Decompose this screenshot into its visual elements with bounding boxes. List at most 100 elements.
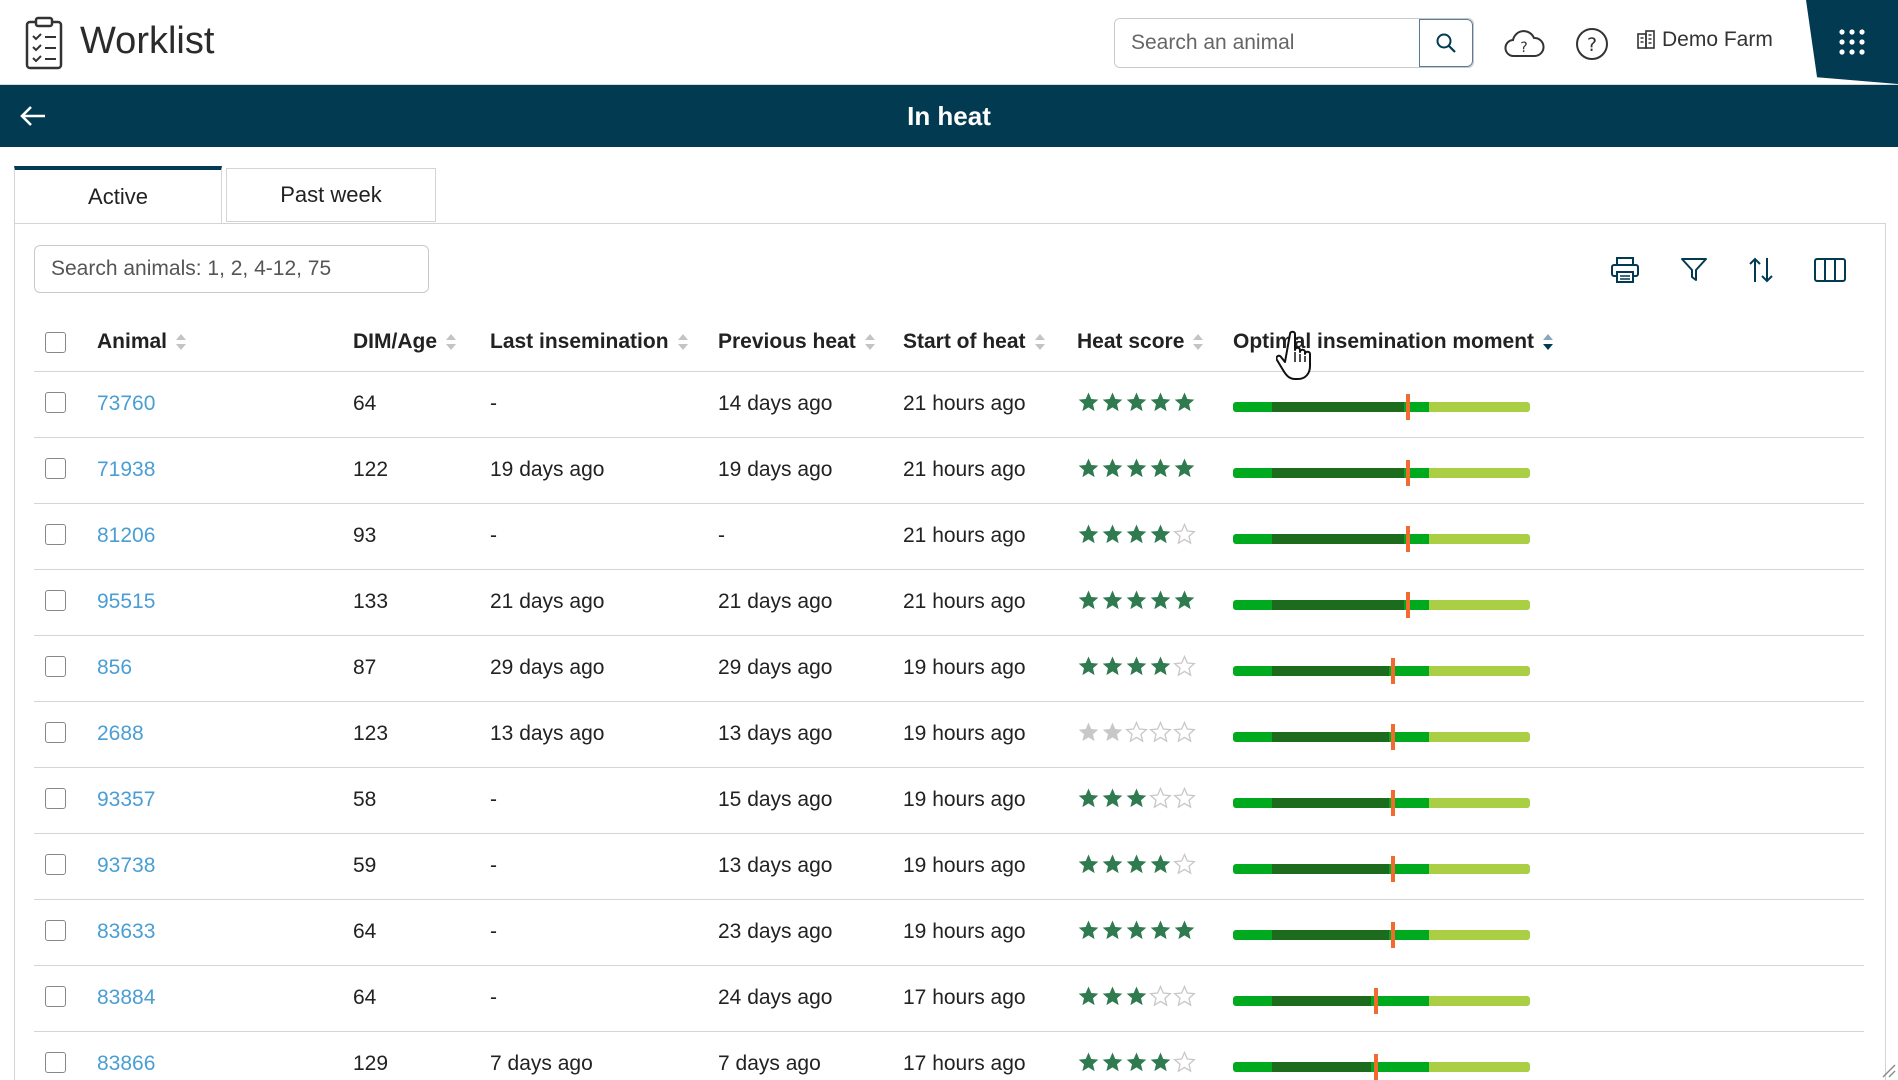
tab-active[interactable]: Active [14, 166, 222, 224]
apps-menu-button[interactable] [1806, 0, 1898, 84]
column-label: Optimal insemination moment [1233, 330, 1535, 353]
column-header-heat-score[interactable]: Heat score [1077, 330, 1204, 354]
row-checkbox[interactable] [45, 590, 66, 611]
resize-handle-icon[interactable] [1878, 1060, 1896, 1078]
print-button[interactable] [1605, 250, 1645, 290]
animal-id-link[interactable]: 2688 [97, 722, 144, 745]
row-checkbox[interactable] [45, 458, 66, 479]
animal-id-link[interactable]: 83884 [97, 986, 156, 1009]
table-header: Animal DIM/Age Last insemination Previou… [34, 314, 1864, 372]
animal-id-link[interactable]: 73760 [97, 392, 156, 415]
bar-segment [1272, 864, 1389, 874]
star-filled-icon [1078, 788, 1099, 808]
current-moment-marker [1391, 658, 1395, 684]
previous-heat-cell: 29 days ago [718, 656, 833, 679]
row-checkbox[interactable] [45, 788, 66, 809]
bar-segment [1233, 1062, 1272, 1072]
heat-score-stars [1077, 1051, 1196, 1074]
bar-segment [1389, 732, 1429, 742]
farm-selector[interactable]: Demo Farm [1636, 28, 1773, 52]
dim-age-cell: 93 [353, 524, 377, 547]
bar-segment [1233, 798, 1272, 808]
last-insemination-cell: - [490, 854, 497, 877]
animal-id-link[interactable]: 71938 [97, 458, 156, 481]
bar-segment [1272, 930, 1389, 940]
dim-age-cell: 64 [353, 986, 377, 1009]
row-checkbox[interactable] [45, 1052, 66, 1073]
bar-segment [1233, 864, 1272, 874]
bar-segment [1272, 534, 1404, 544]
star-filled-icon [1150, 920, 1171, 940]
column-header-last-insemination[interactable]: Last insemination [490, 330, 689, 354]
top-header: Worklist ? ? Demo Farm [0, 0, 1898, 85]
table-body: 73760 64 - 14 days ago 21 hours ago 71938 122 1… [34, 372, 1864, 1080]
animal-id-link[interactable]: 95515 [97, 590, 156, 613]
current-moment-marker [1406, 592, 1410, 618]
column-header-animal[interactable]: Animal [97, 330, 187, 354]
heat-score-stars [1077, 853, 1196, 876]
column-header-dim-age[interactable]: DIM/Age [353, 330, 457, 354]
star-filled-icon [1102, 656, 1123, 676]
bar-segment [1429, 666, 1530, 676]
animal-id-link[interactable]: 81206 [97, 524, 156, 547]
animal-id-link[interactable]: 856 [97, 656, 133, 679]
column-header-optimal-insemination-moment[interactable]: Optimal insemination moment [1233, 330, 1554, 354]
tab-past-week[interactable]: Past week [226, 168, 436, 222]
animal-id-link[interactable]: 83866 [97, 1052, 156, 1075]
row-checkbox[interactable] [45, 656, 66, 677]
farm-building-icon [1637, 30, 1655, 49]
columns-icon [1814, 258, 1846, 282]
animal-id-link[interactable]: 93357 [97, 788, 156, 811]
current-moment-marker [1391, 790, 1395, 816]
star-filled-icon [1174, 392, 1195, 412]
column-header-previous-heat[interactable]: Previous heat [718, 330, 876, 354]
star-filled-icon [1150, 656, 1171, 676]
animal-filter-input[interactable] [34, 245, 429, 293]
sort-icon [1034, 334, 1045, 350]
bar-segment [1233, 534, 1272, 544]
insemination-moment-bar [1233, 666, 1530, 676]
animal-search [1114, 18, 1474, 68]
bar-segment [1233, 468, 1272, 478]
animal-id-link[interactable]: 83633 [97, 920, 156, 943]
row-checkbox[interactable] [45, 854, 66, 875]
table-row: 83884 64 - 24 days ago 17 hours ago [34, 966, 1864, 1032]
row-checkbox[interactable] [45, 986, 66, 1007]
search-button[interactable] [1419, 19, 1473, 67]
select-all-checkbox[interactable] [45, 332, 66, 353]
filter-button[interactable] [1674, 250, 1714, 290]
row-checkbox[interactable] [45, 722, 66, 743]
bar-segment [1429, 534, 1530, 544]
bar-segment [1429, 864, 1530, 874]
row-checkbox[interactable] [45, 920, 66, 941]
row-checkbox[interactable] [45, 392, 66, 413]
star-filled-icon [1126, 788, 1147, 808]
column-label: Start of heat [903, 330, 1026, 353]
animal-id-link[interactable]: 93738 [97, 854, 156, 877]
last-insemination-cell: 19 days ago [490, 458, 605, 481]
back-button[interactable] [16, 99, 50, 133]
bar-segment [1389, 798, 1429, 808]
star-filled-icon [1150, 392, 1171, 412]
star-filled-icon [1078, 854, 1099, 874]
bar-segment [1404, 402, 1429, 412]
star-filled-icon [1078, 1052, 1099, 1072]
last-insemination-cell: - [490, 986, 497, 1009]
columns-button[interactable] [1810, 250, 1850, 290]
star-empty-icon [1173, 853, 1196, 875]
column-header-start-of-heat[interactable]: Start of heat [903, 330, 1046, 354]
heat-score-stars [1077, 589, 1196, 612]
heat-score-stars [1077, 787, 1196, 810]
star-filled-icon [1150, 1052, 1171, 1072]
help-button[interactable]: ? [1570, 22, 1614, 66]
current-moment-marker [1391, 922, 1395, 948]
bar-segment [1429, 798, 1530, 808]
star-filled-icon [1102, 524, 1123, 544]
star-empty-icon [1173, 985, 1196, 1007]
animal-search-input[interactable] [1115, 19, 1419, 67]
table-row: 83866 129 7 days ago 7 days ago 17 hours ago [34, 1032, 1864, 1080]
row-checkbox[interactable] [45, 524, 66, 545]
cloud-help-button[interactable]: ? [1502, 22, 1546, 66]
bar-segment [1389, 930, 1429, 940]
sort-button[interactable] [1741, 250, 1781, 290]
